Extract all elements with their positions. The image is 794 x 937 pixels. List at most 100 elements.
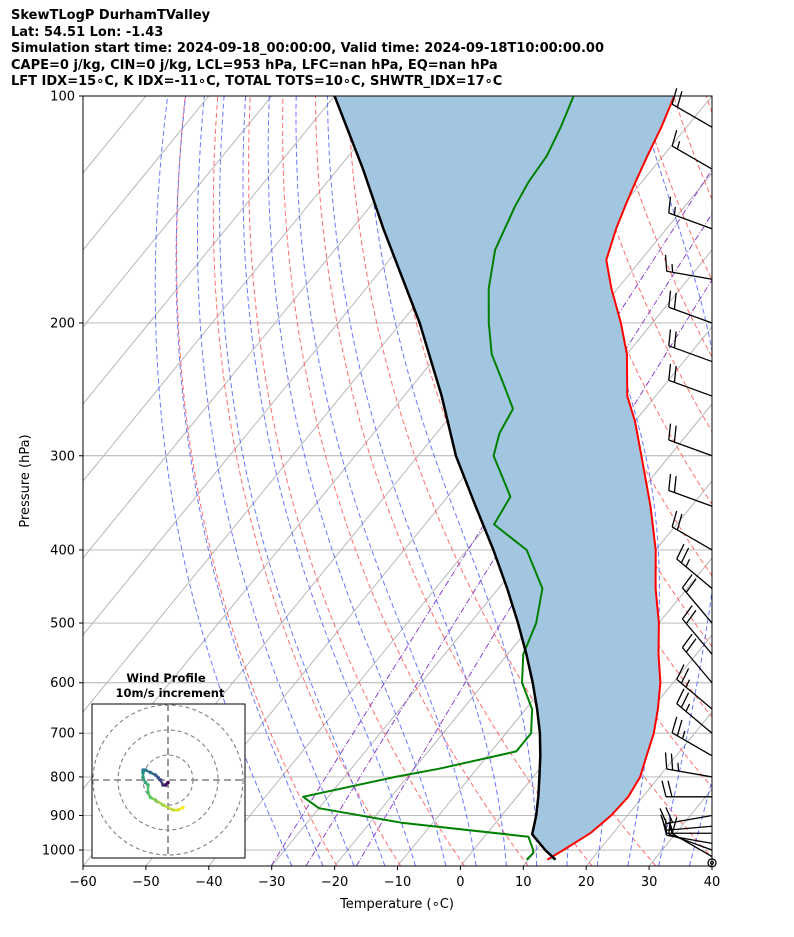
- mixing-ratio-line: [355, 278, 712, 866]
- temperature-line: [546, 96, 676, 861]
- cape-cin-shading: [334, 96, 675, 860]
- moist-adiabat: [154, 96, 293, 866]
- barb-shaft: [666, 814, 713, 825]
- moist-adiabat: [219, 96, 386, 866]
- barb-flag: [660, 814, 667, 831]
- wind-barb: [707, 858, 717, 868]
- barb-shaft: [671, 145, 713, 170]
- dry-adiabat: [282, 96, 529, 866]
- hodograph-point: [148, 795, 153, 800]
- wind-barb: [668, 363, 713, 397]
- barb-flag: [681, 633, 693, 648]
- barb-shaft: [676, 558, 713, 590]
- barb-flag: [671, 88, 678, 105]
- barb-flag: [671, 130, 678, 147]
- barb-flag: [685, 638, 697, 653]
- barb-flag: [668, 423, 672, 441]
- barb-half-flag: [685, 558, 691, 567]
- hodograph-point: [181, 805, 185, 810]
- wind-barb: [668, 196, 713, 230]
- barb-shaft: [666, 825, 713, 831]
- barb-shaft: [666, 834, 713, 845]
- x-tick-label: −40: [195, 875, 222, 890]
- y-tick-label: 800: [50, 770, 75, 785]
- hodograph-point: [171, 808, 175, 812]
- isotherm-gridline: [334, 403, 712, 866]
- wind-barb: [668, 290, 713, 324]
- barb-flag: [665, 807, 674, 823]
- isotherm-gridline: [83, 96, 398, 482]
- hodograph-point: [153, 773, 158, 777]
- axes: −60 −50 −40 −30 −20 −10 0 10 20 30 40 100 200 300 400 5…: [42, 90, 720, 891]
- x-tick-label: 0: [456, 875, 464, 890]
- hodograph-point: [141, 770, 145, 775]
- barb-flag: [676, 664, 685, 680]
- moist-adiabat: [295, 96, 477, 866]
- barb-flag: [673, 425, 677, 443]
- wind-barb: [676, 543, 713, 590]
- moist-adiabat: [720, 96, 794, 866]
- barb-flag: [673, 476, 677, 493]
- isotherm-gridline: [83, 96, 84, 97]
- barb-half-flag: [676, 140, 681, 150]
- dry-adiabat: [248, 96, 465, 866]
- barb-flag: [676, 688, 685, 704]
- barb-flag: [681, 574, 693, 589]
- barb-flag: [681, 605, 693, 620]
- calm-circle: [707, 858, 717, 868]
- hodograph-point: [158, 778, 163, 782]
- moist-adiabat: [197, 96, 355, 866]
- hodograph-title: Wind Profile: [126, 671, 206, 685]
- barb-flag: [680, 547, 690, 564]
- time-line: Simulation start time: 2024-09-18_00:00:…: [11, 41, 604, 56]
- barb-flag: [664, 254, 668, 272]
- hodograph-point: [161, 783, 165, 787]
- indices-line-1: CAPE=0 j/kg, CIN=0 j/kg, LCL=953 hPa, LF…: [11, 57, 498, 73]
- x-tick-label: 30: [641, 875, 658, 890]
- barb-flag: [676, 719, 683, 736]
- wind-barb: [668, 329, 713, 363]
- barb-flag: [680, 692, 690, 708]
- dry-adiabat: [771, 96, 794, 866]
- calm-dot: [710, 860, 714, 865]
- isotherm-gridline: [83, 96, 335, 405]
- barb-half-flag: [685, 703, 691, 712]
- barb-half-flag: [677, 762, 680, 772]
- barb-flag: [685, 578, 697, 593]
- isotherm-gridline: [83, 96, 461, 559]
- barb-shaft: [671, 103, 713, 128]
- x-tick-label: 40: [704, 875, 721, 890]
- x-tick-label: −60: [69, 875, 96, 890]
- barb-flag: [668, 290, 672, 308]
- hodograph-point: [163, 783, 168, 787]
- wind-barb: [664, 254, 713, 280]
- wind-barb: [681, 605, 713, 655]
- wind-barb: [681, 574, 713, 624]
- wind-barb: [671, 716, 713, 757]
- barb-flag: [671, 510, 678, 528]
- chart-header: SkewTLogP DurhamTValley Lat: 54.51 Lon: …: [11, 8, 604, 91]
- hodograph-point: [153, 798, 158, 802]
- barb-shaft: [676, 678, 713, 710]
- barb-shaft: [671, 526, 713, 551]
- barb-flag: [673, 331, 677, 348]
- barb-flag: [670, 753, 674, 771]
- wind-barb: [671, 130, 713, 170]
- barb-flag: [668, 474, 672, 491]
- hodograph-subtitle: 10m/s increment: [116, 686, 225, 700]
- barb-flag: [661, 780, 667, 797]
- dry-adiabat: [705, 96, 712, 114]
- hodograph-point: [176, 808, 180, 812]
- wind-barb: [676, 664, 713, 710]
- hodograph-point: [156, 775, 160, 780]
- y-tick-label: 200: [50, 316, 75, 331]
- barb-shaft: [668, 306, 713, 324]
- wind-barb: [668, 474, 713, 507]
- barb-flag: [671, 817, 678, 834]
- isotherm-gridline: [711, 865, 712, 866]
- wind-barb: [668, 423, 713, 457]
- hodograph-point: [148, 770, 153, 775]
- chart-title: SkewTLogP DurhamTValley: [11, 8, 211, 23]
- wind-barb: [664, 752, 713, 778]
